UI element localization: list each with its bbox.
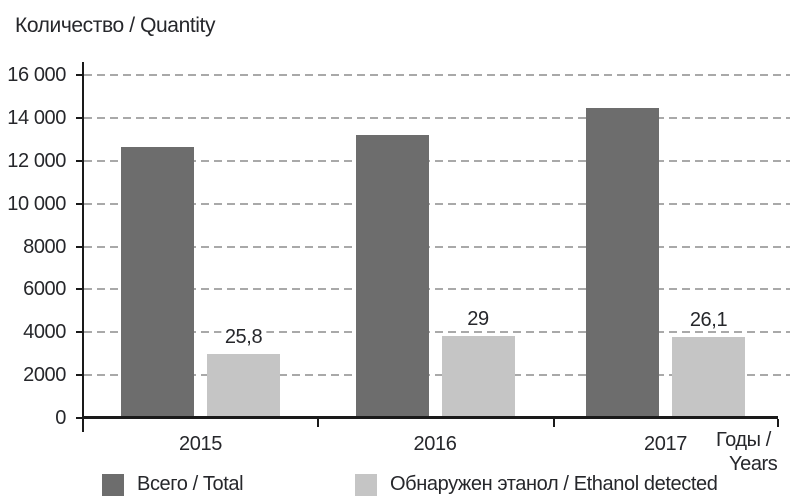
gridline — [84, 288, 790, 291]
x-category-label: 2016 — [413, 433, 457, 455]
x-axis-line — [84, 416, 778, 419]
bar-total-2017 — [586, 108, 659, 418]
y-tick-label: 16 000 — [7, 64, 66, 86]
y-tick-label: 2000 — [23, 364, 66, 387]
x-axis-title-line1: Годы / — [716, 429, 771, 451]
legend-label-total: Всего / Total — [137, 473, 244, 495]
x-axis-tick — [777, 419, 779, 427]
y-axis-tick — [76, 288, 84, 291]
legend-item-total: Всего / Total — [102, 473, 244, 496]
y-axis-title: Количество / Quantity — [15, 14, 216, 37]
bar-ethanol-2015 — [207, 353, 280, 418]
gridline — [84, 74, 790, 76]
x-axis-title-line2: Years — [729, 453, 778, 475]
y-tick-label: 10 000 — [7, 192, 66, 215]
y-axis-tick — [76, 331, 84, 334]
legend-swatch-ethanol — [355, 473, 377, 496]
x-category-label: 2015 — [179, 433, 222, 455]
y-tick-label: 0 — [55, 407, 66, 429]
y-axis-tick — [76, 74, 84, 76]
x-category-label: 2017 — [644, 433, 687, 455]
bar-ethanol-2017 — [672, 336, 745, 418]
y-axis-tick — [76, 245, 84, 248]
x-axis-tick — [553, 419, 555, 427]
y-axis-tick — [76, 159, 84, 162]
bar-total-2015 — [121, 146, 194, 418]
legend-item-ethanol: Обнаружен этанол / Ethanol detected — [355, 473, 718, 496]
bar-ethanol-2016 — [441, 336, 515, 418]
y-tick-label: 4000 — [23, 321, 66, 344]
y-axis-tick — [76, 116, 84, 119]
gridline — [84, 245, 790, 248]
gridline — [84, 374, 790, 377]
gridline — [84, 159, 790, 162]
legend-swatch-total — [102, 473, 124, 496]
y-axis-tick — [76, 417, 84, 419]
y-axis-line — [82, 62, 84, 432]
y-tick-label: 6000 — [23, 278, 66, 301]
y-axis-tick — [76, 374, 84, 377]
legend-label-ethanol: Обнаружен этанол / Ethanol detected — [390, 473, 718, 495]
bar-value-label: 26,1 — [685, 308, 732, 331]
gridline — [84, 202, 790, 205]
bar-value-label: 25,8 — [220, 325, 267, 348]
gridline — [84, 331, 790, 334]
y-tick-label: 8000 — [23, 235, 66, 258]
bar-total-2016 — [355, 135, 429, 418]
x-axis-tick — [317, 419, 319, 427]
y-tick-label: 14 000 — [7, 106, 66, 129]
y-tick-label: 12 000 — [7, 149, 66, 172]
y-axis-tick — [76, 202, 84, 205]
bar-value-label: 29 — [463, 308, 493, 331]
gridline — [84, 116, 790, 119]
